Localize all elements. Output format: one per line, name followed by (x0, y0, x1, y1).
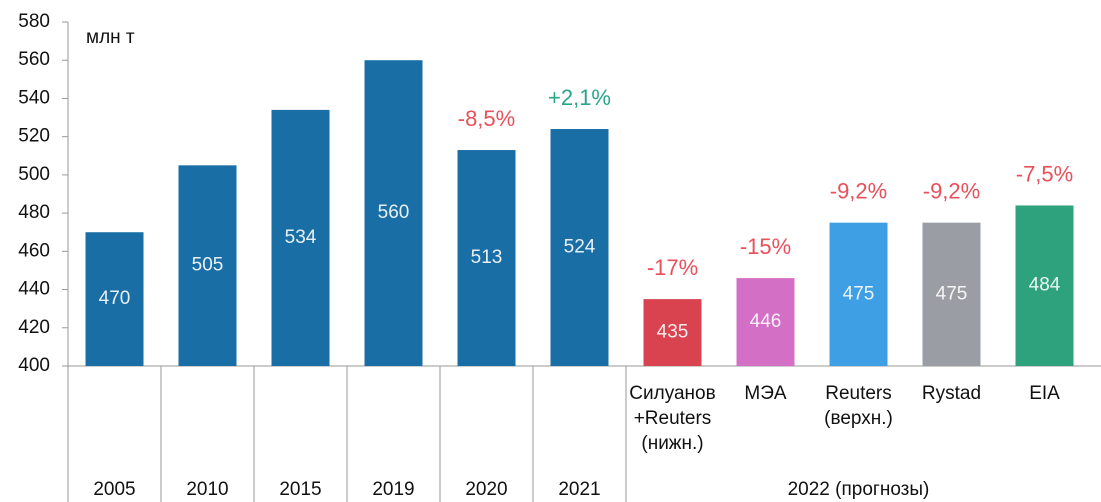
x-tick-label: 2020 (465, 479, 507, 500)
x-tick-label: 2019 (372, 479, 414, 500)
bar (364, 60, 423, 366)
y-tick-label: 580 (18, 11, 50, 32)
x-tick-label: EIA (1029, 383, 1060, 404)
x-tick-label: 2021 (558, 479, 600, 500)
bar (736, 278, 795, 366)
change-label: -15% (740, 234, 791, 259)
bar (271, 109, 330, 367)
change-label: -9,2% (830, 178, 887, 203)
value-label: 524 (564, 237, 596, 258)
value-label: 470 (99, 288, 131, 309)
y-tick-label: 400 (18, 355, 50, 376)
y-tick-label: 460 (18, 240, 50, 261)
x-tick-label: Силуанов (629, 383, 715, 404)
y-tick-label: 500 (18, 164, 50, 185)
y-tick-label: 560 (18, 49, 50, 70)
bar (829, 222, 888, 366)
unit-label: млн т (86, 27, 135, 48)
x-tick-label: Rystad (922, 383, 981, 404)
change-label: -8,5% (458, 106, 515, 131)
y-tick-label: 420 (18, 317, 50, 338)
change-label: -17% (647, 255, 698, 280)
x-tick-label: +Reuters (634, 408, 712, 429)
x-tick-label: 2005 (93, 479, 135, 500)
x-tick-label: Reuters (825, 383, 892, 404)
y-tick-label: 520 (18, 126, 50, 147)
bar (1015, 205, 1074, 366)
value-label: 435 (657, 322, 689, 343)
x-tick-label: МЭА (744, 383, 786, 404)
y-tick-label: 480 (18, 202, 50, 223)
change-label: +2,1% (548, 85, 611, 110)
bar (85, 232, 144, 366)
value-label: 513 (471, 247, 503, 268)
value-label: 505 (192, 255, 224, 276)
x-tick-label: 2010 (186, 479, 228, 500)
value-label: 475 (843, 283, 875, 304)
bar (457, 150, 516, 366)
value-label: 475 (936, 283, 968, 304)
value-label: 446 (750, 311, 782, 332)
x-tick-label: (верхн.) (824, 408, 893, 429)
y-tick-label: 540 (18, 87, 50, 108)
y-tick-label: 440 (18, 279, 50, 300)
group-label: 2022 (прогнозы) (788, 479, 930, 500)
value-label: 560 (378, 202, 410, 223)
x-tick-label: 2015 (279, 479, 321, 500)
value-label: 484 (1029, 275, 1061, 296)
value-label: 534 (285, 227, 317, 248)
bar (643, 299, 702, 366)
bar (550, 129, 609, 366)
x-tick-label: (нижн.) (641, 433, 703, 454)
bar (922, 222, 981, 366)
change-label: -7,5% (1016, 161, 1073, 186)
change-label: -9,2% (923, 178, 980, 203)
bar (178, 165, 237, 366)
